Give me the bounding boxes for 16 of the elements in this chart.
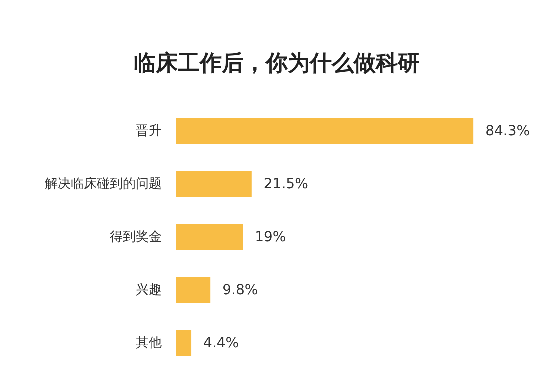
y-tick-label: 兴趣 <box>136 283 162 298</box>
bar <box>176 118 474 144</box>
data-label: 19% <box>255 230 286 246</box>
data-label: 9.8% <box>222 282 258 298</box>
bar <box>176 330 192 356</box>
bar <box>176 172 252 198</box>
chart-title: 临床工作后，你为什么做科研 <box>134 50 420 76</box>
data-label: 4.4% <box>204 336 240 352</box>
bar <box>176 224 244 250</box>
y-tick-label: 其他 <box>136 336 162 351</box>
y-tick-label: 解决临床碰到的问题 <box>45 177 162 192</box>
data-label: 84.3% <box>486 124 530 140</box>
y-tick-label: 得到奖金 <box>110 230 162 245</box>
data-label: 21.5% <box>264 176 308 192</box>
y-tick-label: 晋升 <box>136 124 162 139</box>
bar <box>176 278 211 304</box>
